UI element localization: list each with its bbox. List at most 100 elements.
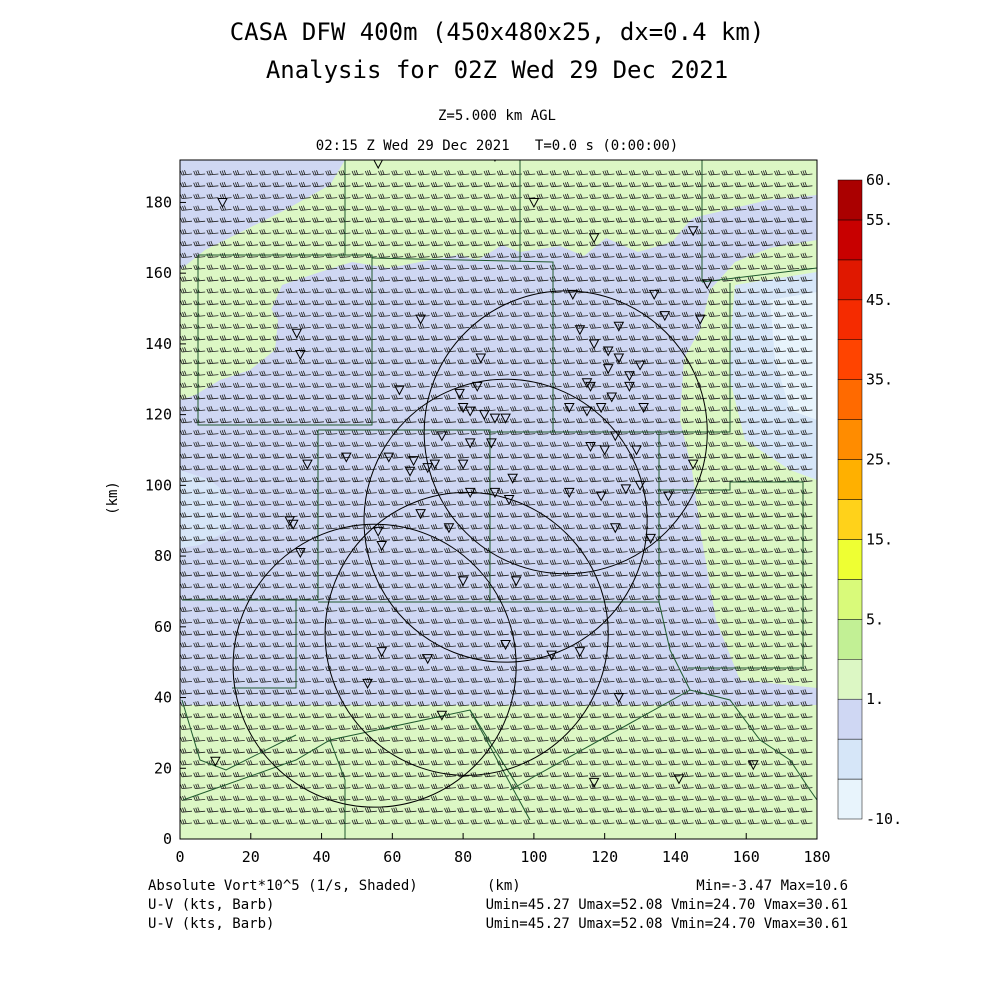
wind-barb [259, 170, 272, 176]
wind-barb [562, 500, 575, 506]
wind-barb [457, 807, 470, 813]
wind-barb [470, 665, 483, 671]
wind-barb [470, 724, 483, 730]
wind-barb [404, 264, 417, 270]
wind-barb [285, 677, 298, 683]
wind-barb [747, 736, 760, 742]
wind-barb [602, 181, 615, 188]
wind-barb [576, 748, 589, 754]
wind-barb [615, 653, 628, 660]
wind-barb [681, 370, 694, 376]
wind-barb [404, 712, 417, 719]
wind-barb [787, 288, 800, 294]
wind-barb [246, 795, 259, 801]
wind-barb [404, 252, 417, 258]
wind-barb [787, 276, 800, 282]
wind-barb [325, 606, 338, 612]
wind-barb [351, 453, 364, 459]
wind-barb [523, 642, 536, 648]
wind-barb [655, 288, 668, 294]
wind-barb [246, 642, 259, 648]
wind-barb [510, 453, 523, 459]
wind-barb [496, 229, 509, 235]
wind-barb [523, 264, 536, 270]
wind-barb [602, 417, 615, 424]
colorbar: 60.55.45.35.25.15.5.1.-10. [837, 171, 902, 828]
wind-barb [338, 701, 351, 707]
wind-barb [510, 571, 523, 577]
wind-barb [681, 264, 694, 270]
wind-barb [615, 524, 628, 530]
station-marker [503, 495, 515, 506]
wind-barb [681, 299, 694, 306]
wind-barb [206, 583, 219, 589]
wind-barb [536, 724, 549, 730]
wind-barb [536, 252, 549, 258]
wind-barb [549, 465, 562, 471]
wind-barb [298, 288, 311, 294]
wind-barb [457, 594, 470, 601]
wind-barb [576, 476, 589, 483]
wind-barb [391, 488, 404, 494]
wind-barb [747, 748, 760, 754]
wind-barb [628, 406, 641, 412]
wind-barb [285, 311, 298, 317]
wind-barb [628, 819, 641, 825]
wind-barb [708, 594, 721, 601]
wind-barb [642, 736, 655, 742]
wind-barb [602, 465, 615, 471]
wind-barb [510, 193, 523, 199]
wind-barb [232, 606, 245, 612]
wind-barb [694, 417, 707, 424]
wind-barb [298, 760, 311, 766]
wind-barb [510, 217, 523, 223]
wind-barb [694, 736, 707, 742]
wind-barb [615, 205, 628, 211]
wind-barb [285, 170, 298, 176]
wind-barb [483, 488, 496, 494]
wind-barb [642, 630, 655, 636]
wind-barb [800, 760, 813, 766]
wind-barb [523, 406, 536, 412]
wind-barb [747, 311, 760, 317]
wind-barb [457, 465, 470, 471]
wind-barb [615, 394, 628, 400]
wind-barb [774, 217, 787, 223]
wind-barb [391, 441, 404, 447]
wind-barb [787, 170, 800, 176]
wind-barb [681, 288, 694, 294]
barb-stats-2: Umin=45.27 Umax=52.08 Vmin=24.70 Vmax=30… [486, 916, 848, 932]
wind-barb [602, 535, 615, 542]
wind-barb [615, 335, 628, 341]
wind-barb [364, 618, 377, 624]
wind-barb [708, 748, 721, 754]
field-region-nw-green [180, 275, 278, 400]
station-marker [585, 441, 596, 453]
wind-barb [444, 500, 457, 506]
wind-barb [483, 783, 496, 789]
wind-barb [272, 512, 285, 518]
wind-barb [655, 736, 668, 742]
wind-barb [417, 394, 430, 400]
wind-barb [351, 193, 364, 199]
wind-barb [378, 795, 391, 801]
wind-barb [694, 512, 707, 518]
wind-barb [232, 170, 245, 176]
wind-barb [589, 724, 602, 730]
wind-barb [444, 311, 457, 317]
wind-barb [417, 347, 430, 353]
wind-barb [430, 524, 443, 530]
wind-barb [193, 217, 206, 223]
wind-barb [668, 712, 681, 719]
wind-barb [364, 677, 377, 683]
wind-barb [549, 181, 562, 188]
wind-barb [378, 394, 391, 400]
wind-barb [232, 276, 245, 282]
wind-barb [602, 217, 615, 223]
wind-barb [510, 618, 523, 624]
wind-barb [285, 748, 298, 754]
wind-barb [483, 465, 496, 471]
wind-barb [800, 488, 813, 494]
wind-barb [668, 677, 681, 683]
wind-barb [589, 524, 602, 530]
